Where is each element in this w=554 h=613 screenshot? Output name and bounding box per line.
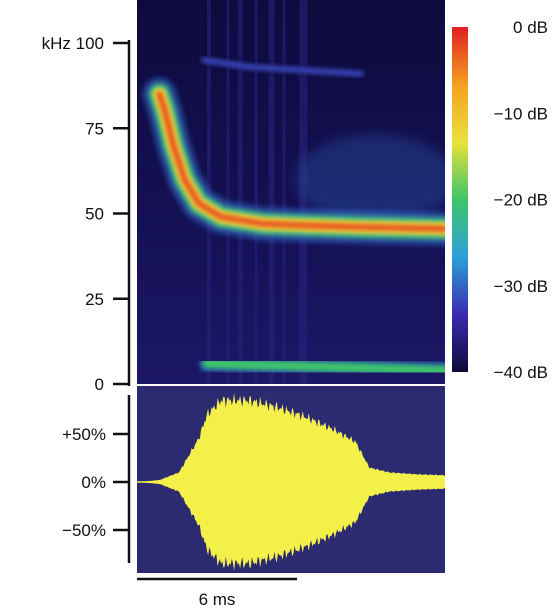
frequency-tick-label: 25 bbox=[85, 290, 104, 309]
frequency-tick-label: 0 bbox=[95, 375, 104, 394]
colorbar bbox=[452, 27, 468, 372]
striation bbox=[282, 0, 286, 384]
amplitude-tick-label: 0% bbox=[81, 473, 106, 492]
colorbar-tick-label: −40 dB bbox=[494, 363, 548, 382]
fundamental-component bbox=[142, 77, 445, 246]
low-band-trace bbox=[202, 359, 445, 375]
frequency-tick-label: 50 bbox=[85, 205, 104, 224]
striation bbox=[268, 0, 275, 384]
frequency-tick-label: kHz 100 bbox=[42, 34, 104, 53]
colorbar-tick-label: −20 dB bbox=[494, 191, 548, 210]
striation bbox=[237, 0, 243, 384]
noise-cloud bbox=[295, 134, 445, 225]
fundamental-trace bbox=[155, 90, 445, 233]
time-scale-bar-label: 6 ms bbox=[199, 590, 236, 609]
striation bbox=[254, 0, 258, 384]
amplitude-tick-label: −50% bbox=[62, 521, 106, 540]
colorbar-tick-label: 0 dB bbox=[513, 18, 548, 37]
striation bbox=[226, 0, 230, 384]
second-harmonic-trace bbox=[201, 57, 364, 77]
low-band-component bbox=[198, 355, 445, 379]
amplitude-tick-label: +50% bbox=[62, 425, 106, 444]
second-harmonic-component bbox=[198, 54, 367, 80]
colorbar-tick-label: −30 dB bbox=[494, 277, 548, 296]
frequency-tick-label: 75 bbox=[85, 119, 104, 138]
colorbar-tick-label: −10 dB bbox=[494, 104, 548, 123]
